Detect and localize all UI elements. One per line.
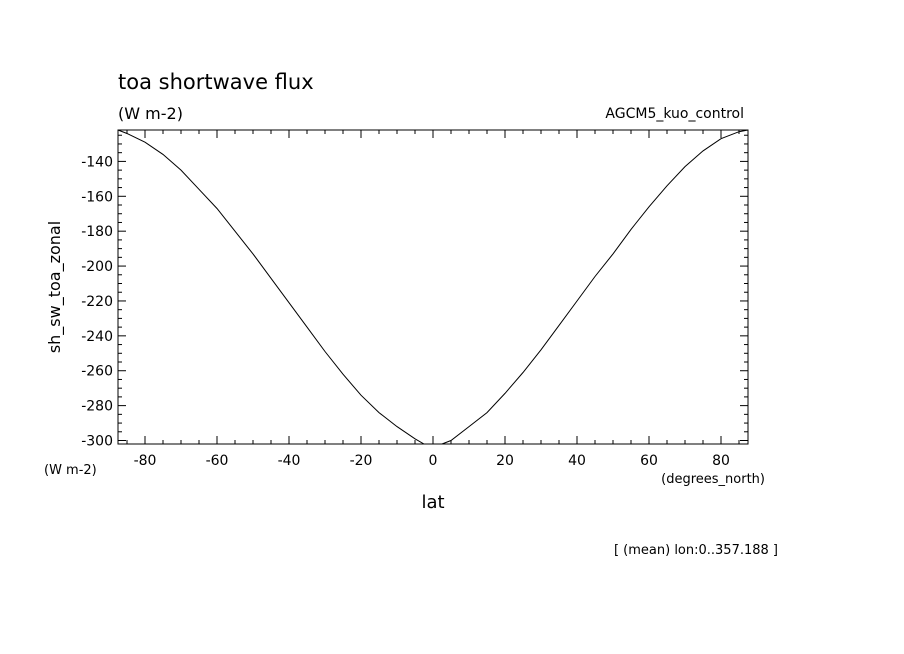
- footnote: [ (mean) lon:0..357.188 ]: [614, 543, 778, 558]
- x-tick-label: -20: [350, 453, 373, 469]
- y-tick-label: -200: [81, 259, 113, 275]
- y-axis-label: sh_sw_toa_zonal: [45, 221, 65, 353]
- y-tick-label: -140: [81, 154, 113, 170]
- x-tick-label: 0: [429, 453, 438, 469]
- y-tick-label: -160: [81, 189, 113, 205]
- y-tick-label: -280: [81, 399, 113, 415]
- x-tick-label: -40: [278, 453, 301, 469]
- x-axis-label: lat: [421, 492, 444, 513]
- x-tick-label: -80: [134, 453, 157, 469]
- y-tick-label: -240: [81, 329, 113, 345]
- chart-subtitle: (W m-2): [118, 104, 183, 123]
- y-tick-label: -180: [81, 224, 113, 240]
- x-tick-label: 60: [640, 453, 658, 469]
- y-axis-ticks: [118, 134, 748, 442]
- x-tick-label: -60: [206, 453, 229, 469]
- y-axis-units: (W m-2): [44, 463, 97, 478]
- chart-title: toa shortwave flux: [118, 70, 314, 94]
- x-axis-ticks: [126, 130, 740, 444]
- x-axis-units: (degrees_north): [661, 472, 765, 487]
- y-tick-label: -220: [81, 294, 113, 310]
- x-tick-label: 20: [496, 453, 514, 469]
- y-tick-label: -300: [81, 434, 113, 450]
- x-axis-tick-labels: -80 -60 -40 -20 0 20 40 60 80: [134, 453, 730, 469]
- x-tick-label: 40: [568, 453, 586, 469]
- y-tick-label: -260: [81, 364, 113, 380]
- series-line: [117, 129, 749, 445]
- run-label: AGCM5_kuo_control: [605, 106, 744, 122]
- y-axis-tick-labels: -140 -160 -180 -200 -220 -240 -260 -280 -300: [81, 154, 113, 449]
- plot-frame: [117, 129, 749, 445]
- x-tick-label: 80: [712, 453, 730, 469]
